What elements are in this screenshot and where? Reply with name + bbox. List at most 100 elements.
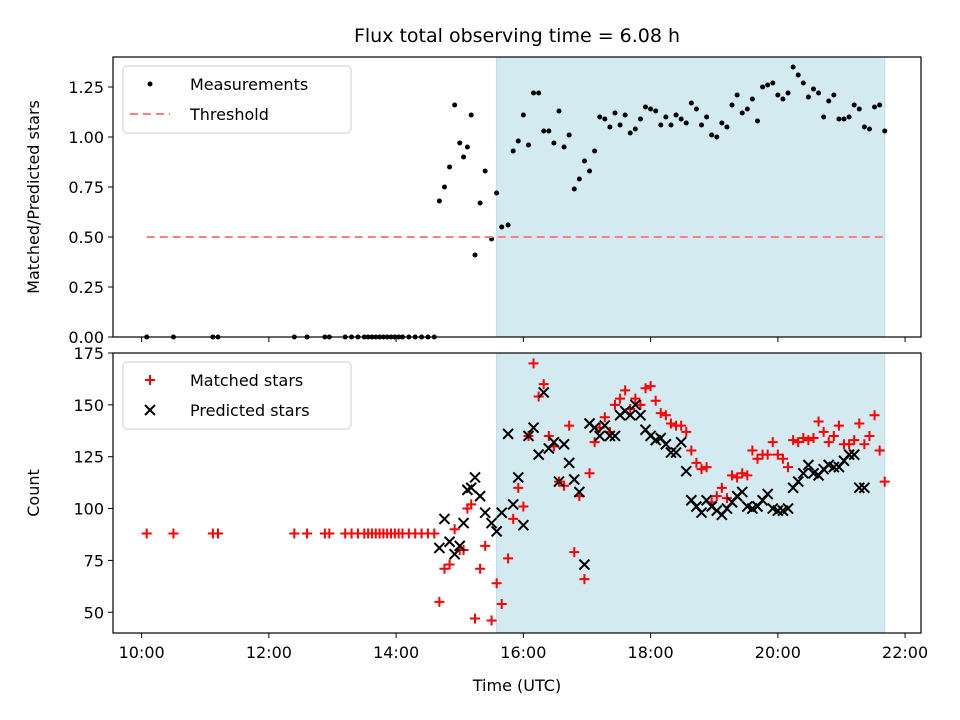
measurement-point <box>581 158 587 164</box>
predicted-star-point <box>660 438 672 450</box>
measurement-point <box>770 80 776 86</box>
x-tick-label: 20:00 <box>755 643 801 662</box>
matched-star-point <box>833 420 844 431</box>
observing-window-shade <box>496 56 886 338</box>
matched-star-point <box>762 449 773 460</box>
predicted-star-point <box>438 513 451 525</box>
measurement-point <box>592 148 598 154</box>
matched-star-point <box>528 358 539 369</box>
measurement-point <box>505 222 511 228</box>
measurement-point <box>597 114 603 120</box>
measurement-point <box>556 108 562 114</box>
predicted-star-point <box>469 471 481 484</box>
predicted-star-point <box>568 473 580 486</box>
measurement-point <box>805 94 811 100</box>
matched-star-point <box>480 540 491 551</box>
matched-star-point <box>854 418 865 429</box>
measurement-point <box>785 90 791 96</box>
measurement-point <box>800 80 806 86</box>
matched-star-point <box>645 381 656 392</box>
predicted-star-point <box>792 475 804 488</box>
x-tick-label: 16:00 <box>500 643 546 662</box>
measurement-point <box>546 128 552 134</box>
legend-label: Matched stars <box>190 371 303 390</box>
measurement-point <box>520 112 526 118</box>
matched-star-point <box>579 574 590 585</box>
predicted-star-point <box>507 498 519 511</box>
predicted-star-point <box>782 502 794 515</box>
matched-star-point <box>686 445 697 456</box>
measurement-point <box>866 126 872 132</box>
matched-star-point <box>864 430 875 441</box>
measurement-point <box>658 122 664 128</box>
measurement-point <box>836 116 842 122</box>
predicted-star-point <box>485 517 498 529</box>
predicted-star-point <box>665 446 677 459</box>
matched-star-point <box>803 435 814 446</box>
matched-star-point <box>788 435 799 446</box>
matched-star-point <box>716 482 727 493</box>
matched-star-point <box>439 563 450 574</box>
x-tick-label: 12:00 <box>246 643 292 662</box>
measurement-point <box>653 108 659 114</box>
matched-star-point <box>518 501 529 512</box>
legend-dot-marker <box>147 81 153 87</box>
matched-star-point <box>879 476 890 487</box>
predicted-star-point <box>599 419 611 432</box>
measurement-point <box>760 84 766 90</box>
y-tick-label: 0.00 <box>68 328 104 347</box>
matched-star-point <box>584 468 595 479</box>
predicted-star-point <box>479 506 491 519</box>
matched-star-point <box>711 491 722 502</box>
measurement-point <box>510 148 516 154</box>
predicted-star-point <box>675 436 687 448</box>
y-tick-label: 100 <box>73 500 104 519</box>
x-tick-label: 14:00 <box>373 643 419 662</box>
matched-star-point <box>635 399 646 410</box>
measurement-point <box>775 92 781 98</box>
measurement-point <box>688 100 694 106</box>
measurement-point <box>816 90 822 96</box>
matched-star-point <box>676 420 687 431</box>
matched-star-point <box>681 426 692 437</box>
predicted-star-point <box>512 471 524 484</box>
predicted-star-point <box>858 482 871 494</box>
matched-star-point <box>828 430 839 441</box>
measurement-point <box>846 114 852 120</box>
matched-star-point <box>655 408 666 419</box>
predicted-star-point <box>538 386 550 399</box>
predicted-star-point <box>828 461 840 473</box>
legend-label: Measurements <box>190 75 308 94</box>
predicted-star-point <box>563 457 575 469</box>
predicted-star-point <box>594 430 606 442</box>
predicted-star-point <box>578 558 591 571</box>
matched-star-point <box>503 553 514 564</box>
matched-star-point <box>701 462 712 473</box>
predicted-star-point <box>629 399 642 411</box>
predicted-star-point <box>454 540 466 552</box>
measurement-point <box>643 104 649 110</box>
measurement-point <box>566 132 572 138</box>
measurement-point <box>612 110 618 116</box>
matched-star-point <box>513 482 524 493</box>
y-axis-label: Matched/Predicted stars <box>24 100 43 294</box>
measurement-point <box>571 186 577 192</box>
predicted-star-point <box>772 504 784 517</box>
predicted-star-point <box>624 409 636 421</box>
measurement-point <box>536 90 542 96</box>
axes-frame <box>112 352 922 634</box>
chart-title: Flux total observing time = 6.08 h <box>354 25 680 47</box>
matched-star-point <box>808 433 819 444</box>
matched-star-point <box>691 457 702 468</box>
matched-star-point <box>491 578 502 589</box>
measurement-point <box>436 198 442 204</box>
matched-star-point <box>289 528 300 539</box>
measurement-point <box>821 114 827 120</box>
matched-star-point <box>496 598 507 609</box>
predicted-star-point <box>588 421 601 434</box>
measurement-point <box>637 116 643 122</box>
x-tick-label: 10:00 <box>119 643 165 662</box>
matched-star-point <box>772 449 783 460</box>
matched-star-point <box>324 528 335 539</box>
matched-star-point <box>777 453 788 464</box>
